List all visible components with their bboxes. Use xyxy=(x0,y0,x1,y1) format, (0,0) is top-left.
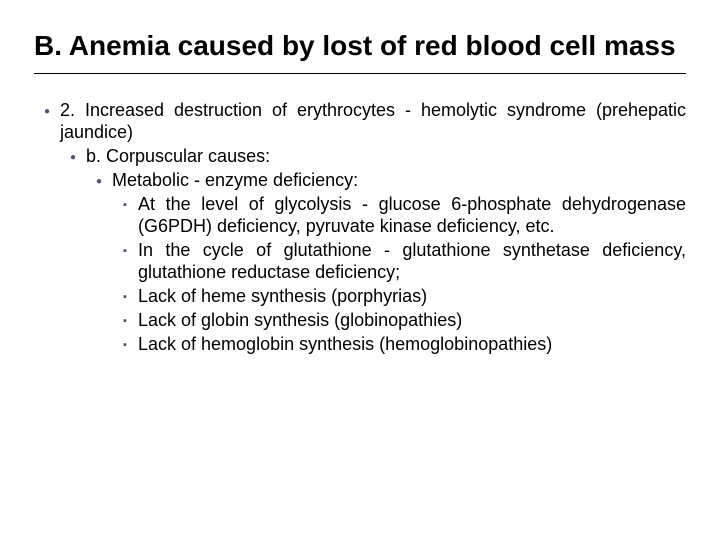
list-item: Lack of hemoglobin synthesis (hemoglobin… xyxy=(112,334,686,356)
list-text: At the level of glycolysis - glucose 6-p… xyxy=(138,194,686,238)
list-text: In the cycle of glutathione - glutathion… xyxy=(138,240,686,284)
square-bullet-icon xyxy=(112,194,138,238)
list-text: Metabolic - enzyme deficiency: xyxy=(112,170,686,192)
list-text: 2. Increased destruction of erythrocytes… xyxy=(60,100,686,144)
list-item: Lack of globin synthesis (globinopathies… xyxy=(112,310,686,332)
list-text: Lack of globin synthesis (globinopathies… xyxy=(138,310,686,332)
list-item: Lack of heme synthesis (porphyrias) xyxy=(112,286,686,308)
slide: B. Anemia caused by lost of red blood ce… xyxy=(0,0,720,540)
square-bullet-icon xyxy=(112,240,138,284)
bullet-icon xyxy=(60,146,86,168)
list-item: At the level of glycolysis - glucose 6-p… xyxy=(112,194,686,238)
list-item: Metabolic - enzyme deficiency: xyxy=(86,170,686,192)
square-bullet-icon xyxy=(112,310,138,332)
list-text: Lack of heme synthesis (porphyrias) xyxy=(138,286,686,308)
list-item: b. Corpuscular causes: xyxy=(60,146,686,168)
bullet-icon xyxy=(34,100,60,144)
bullet-icon xyxy=(86,170,112,192)
slide-body: 2. Increased destruction of erythrocytes… xyxy=(34,100,686,355)
list-item: 2. Increased destruction of erythrocytes… xyxy=(34,100,686,144)
list-item: In the cycle of glutathione - glutathion… xyxy=(112,240,686,284)
square-bullet-icon xyxy=(112,334,138,356)
list-text: Lack of hemoglobin synthesis (hemoglobin… xyxy=(138,334,686,356)
list-text: b. Corpuscular causes: xyxy=(86,146,686,168)
slide-title: B. Anemia caused by lost of red blood ce… xyxy=(34,28,686,74)
square-bullet-icon xyxy=(112,286,138,308)
